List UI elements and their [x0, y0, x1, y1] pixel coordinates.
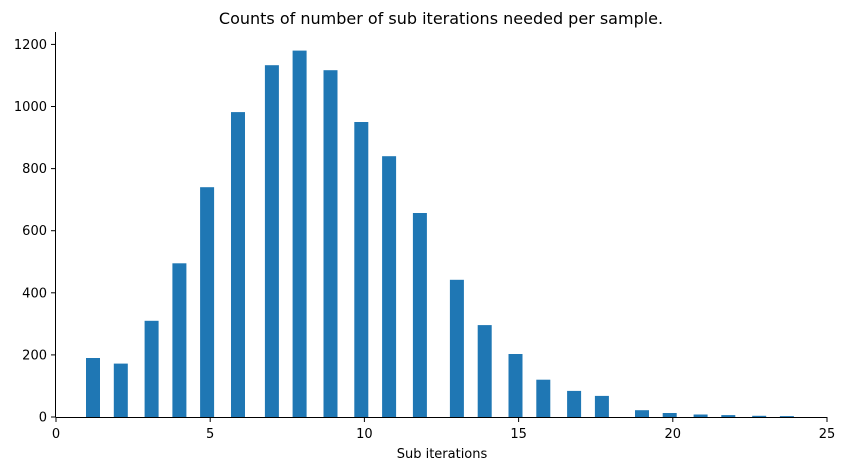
y-tick-label: 800: [22, 162, 47, 177]
bars-group: [86, 50, 794, 418]
bar: [412, 213, 427, 417]
y-tick-label: 1200: [14, 38, 47, 53]
bar: [721, 415, 736, 417]
y-tick-label: 200: [22, 348, 47, 363]
y-tick-label: 600: [22, 224, 47, 239]
x-tick-label: 25: [819, 427, 836, 442]
bar: [567, 390, 582, 417]
bar: [594, 395, 609, 417]
x-tick-label: 0: [52, 427, 60, 442]
bar: [323, 70, 338, 417]
bar: [382, 156, 397, 417]
y-tick-label: 400: [22, 286, 47, 301]
x-axis: 0 5 10 15 20 25: [52, 417, 835, 442]
bar: [144, 320, 159, 418]
bar: [172, 263, 187, 417]
bar: [477, 325, 492, 417]
bar: [752, 415, 767, 417]
bar: [693, 414, 708, 417]
y-tick-label: 1000: [14, 100, 47, 115]
y-tick-label: 0: [39, 411, 47, 426]
x-tick-label: 20: [665, 427, 682, 442]
y-axis: 0 200 400 600 800 1000 1200: [14, 32, 56, 426]
x-tick-label: 15: [510, 427, 527, 442]
bar: [292, 50, 307, 417]
bar: [200, 187, 215, 417]
bar: [264, 65, 279, 417]
bar: [635, 410, 649, 417]
bar: [113, 363, 128, 417]
bar: [449, 279, 464, 417]
bar: [231, 112, 245, 417]
x-axis-label: Sub iterations: [397, 447, 488, 462]
chart-title: Counts of number of sub iterations neede…: [219, 9, 663, 28]
bar: [779, 416, 794, 417]
bar: [86, 358, 100, 417]
bar: [536, 379, 551, 417]
x-tick-label: 10: [356, 427, 373, 442]
x-tick-label: 5: [206, 427, 214, 442]
bar: [508, 354, 523, 417]
bar: [354, 122, 369, 417]
bar: [662, 413, 677, 417]
